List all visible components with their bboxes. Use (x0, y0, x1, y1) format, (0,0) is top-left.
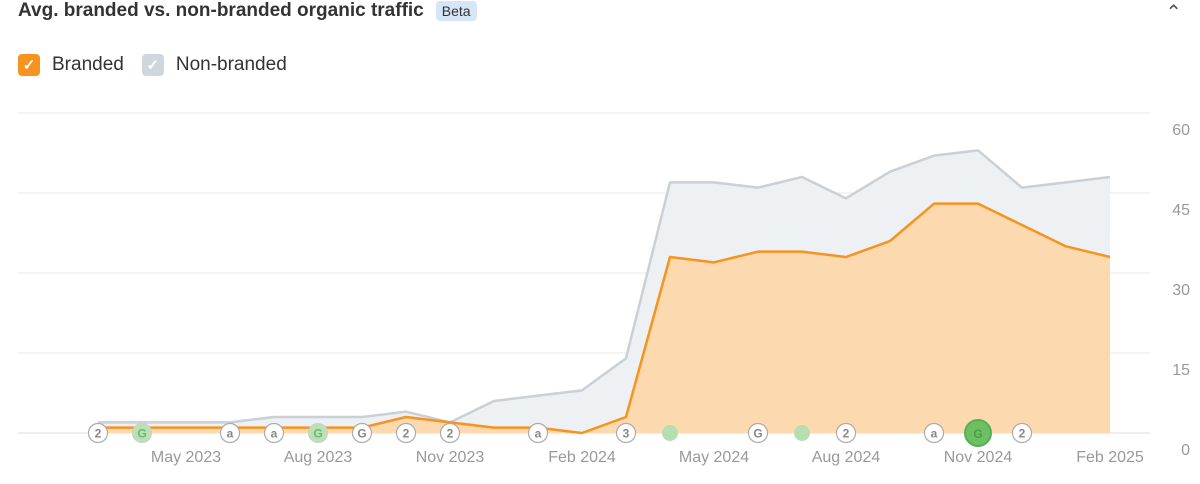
checkbox-checked-icon[interactable]: ✓ (18, 54, 40, 76)
annotation-label: a (227, 427, 234, 441)
annotation-label: G (753, 427, 762, 441)
event-dot-icon (794, 425, 810, 441)
legend: ✓ Branded ✓ Non-branded (18, 54, 287, 76)
x-tick-label: Feb 2024 (548, 449, 616, 466)
title-text: Avg. branded vs. non-branded organic tra… (18, 0, 424, 21)
x-tick-label: Aug 2023 (284, 449, 353, 466)
google-update-icon (351, 422, 373, 444)
y-tick-label: 45 (1172, 202, 1190, 219)
ahrefs-update-icon (263, 422, 285, 444)
checkbox-checked-icon[interactable]: ✓ (141, 54, 164, 76)
x-tick-label: May 2023 (151, 449, 221, 466)
annotation-label: a (271, 427, 278, 441)
annotation-label: 2 (1019, 427, 1026, 441)
y-tick-label: 30 (1172, 282, 1190, 299)
branded-area (98, 203, 1110, 433)
google-update-icon (747, 422, 769, 444)
annotation-label: 2 (95, 427, 102, 441)
annotation-label: 3 (623, 427, 630, 441)
x-tick-label: Feb 2025 (1076, 449, 1144, 466)
chevron-up-icon[interactable]: ⌃ (1165, 2, 1182, 24)
non-branded-line (98, 149, 1111, 424)
legend-label: Branded (52, 54, 124, 75)
event-count-icon (615, 422, 637, 444)
annotation-label: a (535, 427, 542, 441)
x-tick-label: Nov 2023 (416, 449, 485, 466)
legend-branded[interactable]: ✓ Branded (18, 54, 124, 76)
event-count-icon (439, 422, 461, 444)
annotation-label: a (931, 427, 938, 441)
y-tick-label: 15 (1172, 362, 1190, 379)
event-count-icon (1011, 422, 1033, 444)
google-update-label: G (973, 427, 982, 441)
annotation-label: 2 (447, 427, 454, 441)
google-update-icon (131, 422, 153, 444)
event-count-icon (395, 422, 417, 444)
google-update-icon (964, 419, 992, 447)
annotation-label: 2 (403, 427, 410, 441)
legend-non-branded[interactable]: ✓ Non-branded (141, 54, 287, 76)
x-tick-label: May 2024 (679, 449, 749, 466)
x-tick-label: Aug 2024 (812, 449, 881, 466)
beta-badge: Beta (435, 1, 477, 21)
ahrefs-update-icon (527, 422, 549, 444)
x-tick-label: Nov 2024 (944, 449, 1013, 466)
google-update-icon (307, 422, 329, 444)
chart-title: Avg. branded vs. non-branded organic tra… (18, 0, 477, 22)
ahrefs-update-icon (923, 422, 945, 444)
event-count-icon (835, 422, 857, 444)
y-tick-label: 0 (1181, 442, 1190, 459)
ahrefs-update-icon (219, 422, 241, 444)
y-tick-label: 60 (1172, 122, 1190, 139)
legend-label: Non-branded (175, 54, 287, 75)
event-count-icon (87, 422, 109, 444)
annotation-label: G (137, 427, 146, 441)
annotation-label: G (313, 427, 322, 441)
event-dot-icon (662, 425, 678, 441)
annotation-label: 2 (843, 427, 850, 441)
annotation-label: G (357, 427, 366, 441)
